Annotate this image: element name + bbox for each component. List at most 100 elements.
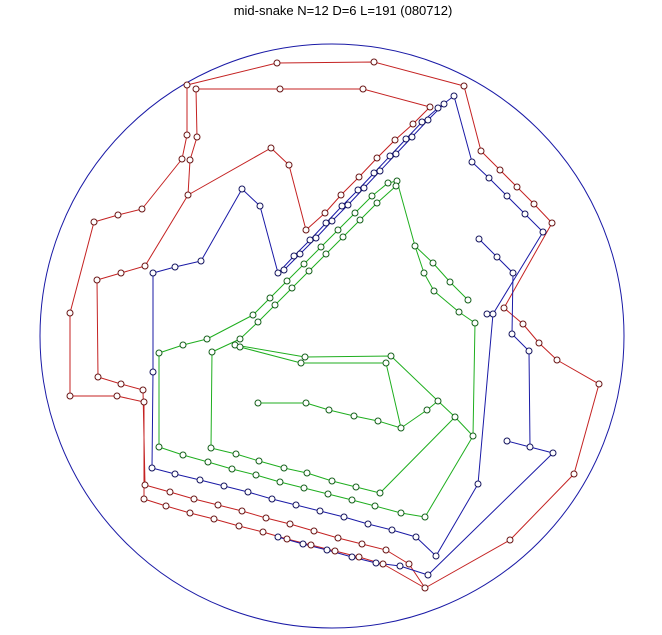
vertex-marker bbox=[331, 547, 339, 555]
vertex-marker bbox=[266, 294, 274, 302]
vertex-marker bbox=[506, 536, 514, 544]
vertex-marker bbox=[513, 183, 521, 191]
vertex-marker bbox=[232, 450, 240, 458]
vertex-marker bbox=[171, 470, 179, 478]
vertex-marker bbox=[286, 520, 294, 528]
vertex-marker bbox=[114, 211, 122, 219]
path-blue-0 bbox=[151, 95, 544, 557]
vertex-marker bbox=[455, 308, 463, 316]
vertex-marker bbox=[322, 250, 330, 258]
vertex-marker bbox=[316, 507, 324, 515]
vertex-marker bbox=[149, 269, 157, 277]
vertex-marker bbox=[236, 343, 244, 351]
boundary-circle bbox=[39, 43, 625, 629]
vertex-marker bbox=[392, 182, 400, 190]
vertex-marker bbox=[268, 495, 276, 503]
vertex-marker bbox=[139, 386, 147, 394]
vertex-marker bbox=[208, 348, 216, 356]
vertex-marker bbox=[429, 259, 437, 267]
vertex-marker bbox=[184, 191, 192, 199]
vertex-marker bbox=[256, 202, 264, 210]
vertex-marker bbox=[197, 257, 205, 265]
vertex-marker bbox=[322, 219, 330, 227]
vertex-marker bbox=[420, 269, 428, 277]
path-red-1 bbox=[187, 88, 431, 231]
vertex-marker bbox=[489, 310, 497, 318]
vertex-marker bbox=[387, 352, 395, 360]
path-green-7 bbox=[158, 435, 474, 518]
vertex-marker bbox=[162, 502, 170, 510]
vertex-marker bbox=[508, 330, 516, 338]
vertex-marker bbox=[323, 546, 331, 554]
vertex-marker bbox=[388, 526, 396, 534]
vertex-marker bbox=[426, 103, 434, 111]
vertex-marker bbox=[238, 507, 246, 515]
vertex-marker bbox=[474, 480, 482, 488]
vertex-marker bbox=[196, 476, 204, 484]
vertex-marker bbox=[193, 133, 201, 141]
vertex-marker bbox=[339, 233, 347, 241]
vertex-marker bbox=[271, 301, 279, 309]
vertex-marker bbox=[526, 443, 534, 451]
path-red-2 bbox=[96, 194, 426, 589]
vertex-marker bbox=[334, 534, 342, 542]
vertex-marker bbox=[280, 266, 288, 274]
vertex-marker bbox=[203, 335, 211, 343]
vertex-marker bbox=[509, 269, 517, 277]
vertex-marker bbox=[338, 202, 346, 210]
vertex-marker bbox=[434, 397, 442, 405]
vertex-marker bbox=[66, 309, 74, 317]
vertex-marker bbox=[310, 527, 318, 535]
vertex-marker bbox=[244, 488, 252, 496]
vertex-marker bbox=[186, 156, 194, 164]
vertex-marker bbox=[140, 398, 148, 406]
vertex-marker bbox=[451, 413, 459, 421]
vertex-marker bbox=[397, 424, 405, 432]
vertex-marker bbox=[355, 173, 363, 181]
vertex-marker bbox=[358, 540, 366, 548]
vertex-marker bbox=[155, 349, 163, 357]
vertex-marker bbox=[421, 584, 429, 592]
vertex-marker bbox=[440, 100, 448, 108]
vertex-marker bbox=[238, 185, 246, 193]
vertex-marker bbox=[483, 310, 491, 318]
vertex-marker bbox=[521, 210, 529, 218]
vertex-marker bbox=[307, 541, 315, 549]
vertex-marker bbox=[432, 552, 440, 560]
vertex-marker bbox=[321, 209, 329, 217]
vertex-marker bbox=[90, 218, 98, 226]
vertex-marker bbox=[117, 380, 125, 388]
vertex-marker bbox=[477, 147, 485, 155]
vertex-marker bbox=[460, 82, 468, 90]
vertex-marker bbox=[155, 443, 163, 451]
vertex-marker bbox=[66, 392, 74, 400]
vertex-marker bbox=[325, 406, 333, 414]
vertex-marker bbox=[334, 226, 342, 234]
vertex-marker bbox=[312, 234, 320, 242]
vertex-marker bbox=[190, 495, 198, 503]
vertex-marker bbox=[549, 449, 557, 457]
vertex-marker bbox=[255, 457, 263, 465]
vertex-marker bbox=[364, 520, 372, 528]
vertex-marker bbox=[303, 469, 311, 477]
vertex-marker bbox=[324, 490, 332, 498]
path-green-1 bbox=[210, 185, 397, 449]
vertex-marker bbox=[402, 135, 410, 143]
vertex-marker bbox=[340, 513, 348, 521]
vertex-marker bbox=[384, 179, 392, 187]
vertex-marker bbox=[412, 533, 420, 541]
vertex-marker bbox=[469, 432, 477, 440]
vertex-marker bbox=[548, 219, 556, 227]
vertex-marker bbox=[392, 150, 400, 158]
vertex-marker bbox=[446, 278, 454, 286]
vertex-marker bbox=[373, 199, 381, 207]
vertex-marker bbox=[235, 522, 243, 530]
vertex-marker bbox=[274, 533, 282, 541]
vertex-marker bbox=[254, 318, 262, 326]
vertex-marker bbox=[370, 58, 378, 66]
vertex-marker bbox=[276, 85, 284, 93]
vertex-marker bbox=[372, 559, 380, 567]
vertex-marker bbox=[204, 458, 212, 466]
vertex-marker bbox=[386, 152, 394, 160]
